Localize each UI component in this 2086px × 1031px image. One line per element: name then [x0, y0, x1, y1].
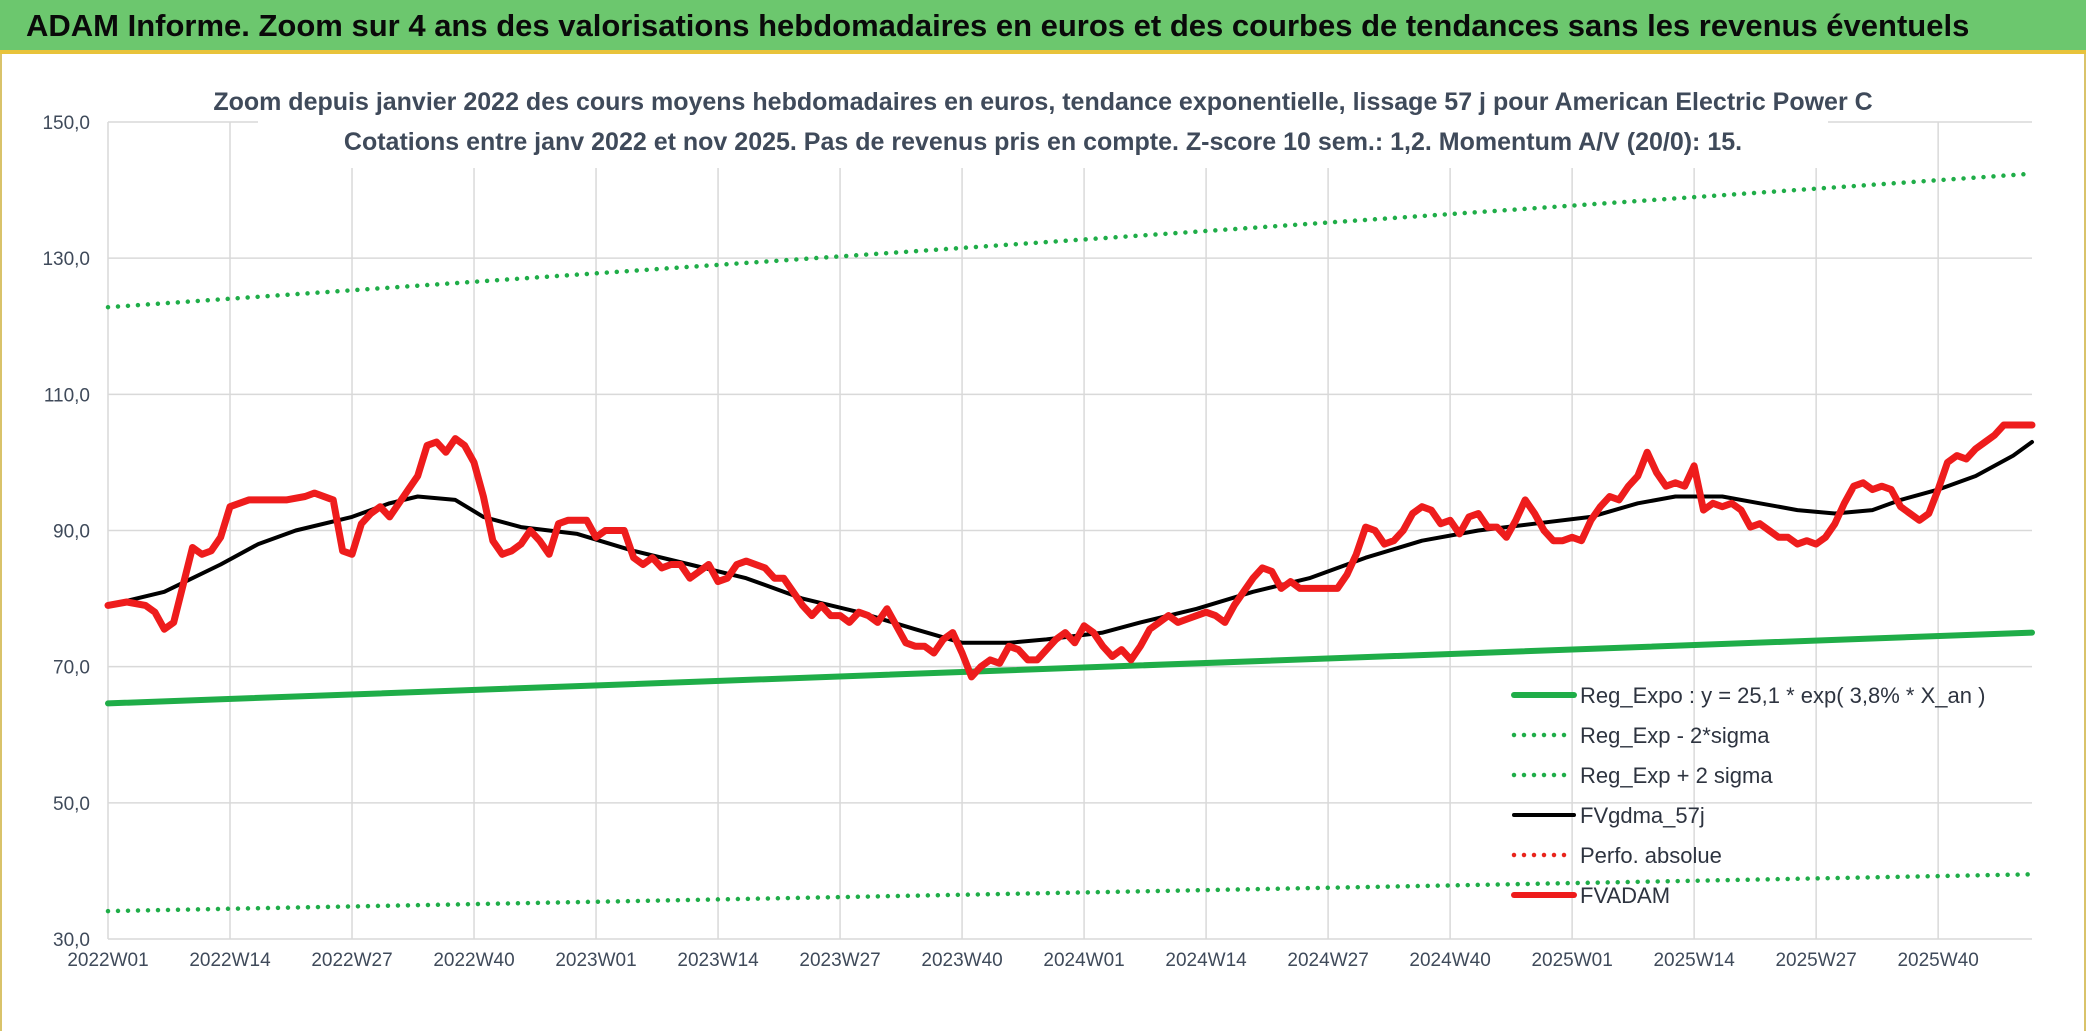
series-line [105, 171, 2035, 310]
chart-frame: 150,0 130,0 110,0 90,0 70,0 50,0 30,0 2022W01 2… [0, 54, 2086, 1031]
y-tick-label: 70,0 [53, 658, 90, 679]
legend-label: FVgdma_57j [1580, 803, 1705, 828]
x-tick-label: 2025W01 [1531, 950, 1612, 971]
y-tick-label: 30,0 [53, 930, 90, 951]
x-tick-label: 2024W01 [1043, 950, 1124, 971]
legend-label: Reg_Exp - 2*sigma [1580, 723, 1770, 748]
y-tick-label: 110,0 [44, 385, 90, 406]
gridlines [107, 121, 2032, 940]
series-line [104, 421, 2036, 681]
chart-title: Zoom depuis janvier 2022 des cours moyen… [213, 88, 1872, 116]
y-tick-label: 90,0 [53, 522, 90, 543]
y-axis-ticks: 150,0 130,0 110,0 90,0 70,0 50,0 30,0 [42, 113, 90, 951]
series-layer [104, 171, 2036, 914]
chart-subtitle: Cotations entre janv 2022 et nov 2025. P… [344, 128, 1742, 156]
report-banner: ADAM Informe. Zoom sur 4 ans des valoris… [0, 0, 2086, 54]
legend: Reg_Expo : y = 25,1 * exp( 3,8% * X_an )… [1511, 683, 1985, 908]
legend-label: FVADAM [1580, 883, 1670, 908]
x-tick-label: 2024W14 [1165, 950, 1247, 971]
series-line [106, 440, 2034, 645]
legend-label: Perfo. absolue [1580, 843, 1722, 868]
y-tick-label: 130,0 [42, 249, 90, 270]
title-background [258, 80, 1828, 168]
y-tick-label: 50,0 [53, 794, 90, 815]
x-tick-label: 2025W27 [1775, 950, 1856, 971]
x-tick-label: 2022W01 [67, 950, 148, 971]
x-tick-label: 2022W14 [189, 950, 271, 971]
legend-label: Reg_Expo : y = 25,1 * exp( 3,8% * X_an ) [1580, 683, 1985, 708]
report-title: ADAM Informe. Zoom sur 4 ans des valoris… [26, 8, 1970, 43]
legend-label: Reg_Exp + 2 sigma [1580, 763, 1773, 788]
series-line [105, 629, 2035, 707]
y-tick-label: 150,0 [42, 113, 90, 134]
x-tick-label: 2022W40 [433, 950, 514, 971]
series-line [105, 872, 2035, 914]
x-tick-label: 2022W27 [311, 950, 392, 971]
x-tick-label: 2023W40 [921, 950, 1002, 971]
x-tick-label: 2023W14 [677, 950, 759, 971]
x-tick-label: 2024W27 [1287, 950, 1368, 971]
x-tick-label: 2024W40 [1409, 950, 1490, 971]
x-tick-label: 2023W01 [555, 950, 636, 971]
x-tick-label: 2023W27 [799, 950, 880, 971]
x-tick-label: 2025W40 [1897, 950, 1978, 971]
x-axis-ticks: 2022W01 2022W14 2022W27 2022W40 2023W01 2023W… [67, 950, 1978, 971]
x-tick-label: 2025W14 [1653, 950, 1735, 971]
